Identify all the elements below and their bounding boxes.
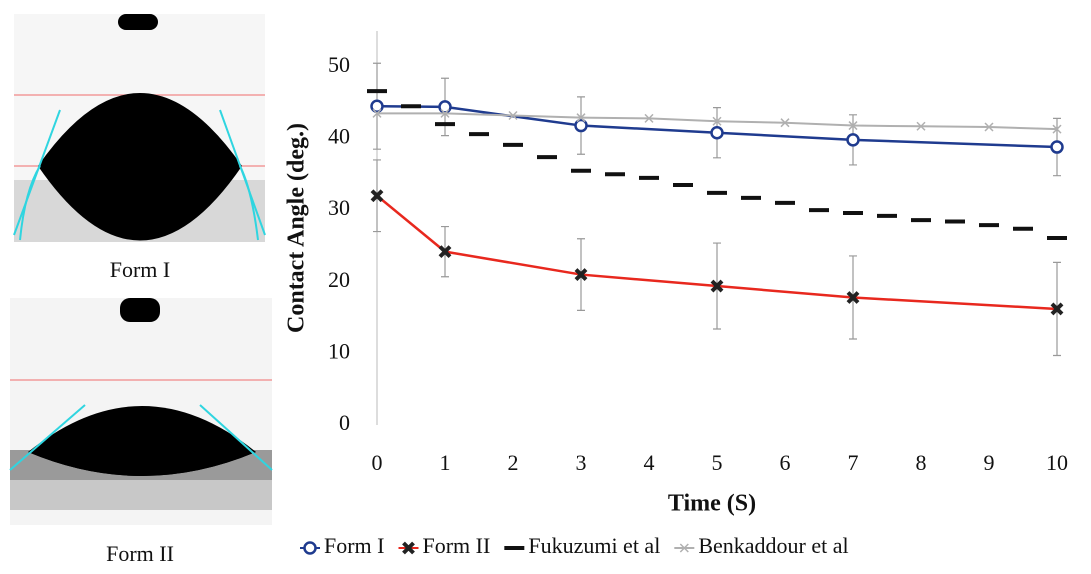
marker bbox=[846, 133, 860, 147]
marker bbox=[984, 122, 994, 132]
series-line bbox=[376, 194, 1058, 311]
marker bbox=[508, 111, 518, 121]
marker bbox=[576, 113, 586, 123]
caption: Form I bbox=[110, 257, 171, 282]
x-tick-label: 5 bbox=[712, 450, 723, 475]
marker bbox=[440, 108, 450, 118]
x-axis-label: Time (S) bbox=[668, 491, 756, 517]
legend-label: Fukuzumi et al bbox=[528, 533, 660, 558]
x-tick-label: 1 bbox=[440, 450, 451, 475]
marker bbox=[846, 291, 860, 304]
x-tick-label: 0 bbox=[372, 450, 383, 475]
x-tick-label: 10 bbox=[1046, 450, 1068, 475]
marker bbox=[1052, 124, 1062, 134]
marker bbox=[710, 125, 724, 140]
marker bbox=[438, 100, 452, 114]
marker bbox=[710, 279, 724, 293]
x-tick-label: 8 bbox=[916, 450, 927, 475]
marker bbox=[370, 189, 384, 203]
y-tick-label: 30 bbox=[328, 195, 350, 220]
marker bbox=[372, 108, 382, 118]
marker bbox=[574, 268, 588, 281]
marker bbox=[370, 99, 384, 113]
legend-marker bbox=[402, 541, 415, 555]
y-tick-label: 40 bbox=[328, 124, 350, 149]
marker bbox=[1050, 302, 1064, 316]
y-tick-label: 20 bbox=[328, 267, 350, 292]
x-tick-label: 3 bbox=[576, 450, 587, 475]
marker bbox=[574, 118, 588, 133]
droplet-image-2 bbox=[9, 298, 273, 525]
series-line bbox=[376, 104, 1058, 149]
legend-label: Benkaddour et al bbox=[698, 533, 848, 558]
x-tick-label: 7 bbox=[848, 450, 859, 475]
marker bbox=[712, 116, 722, 126]
legend-label: Form I bbox=[324, 533, 385, 558]
legend-marker bbox=[679, 543, 689, 553]
y-tick-label: 0 bbox=[339, 410, 350, 435]
x-tick-label: 4 bbox=[644, 450, 655, 475]
x-tick-label: 6 bbox=[780, 450, 791, 475]
x-tick-label: 2 bbox=[508, 450, 519, 475]
legend-marker bbox=[303, 541, 317, 555]
caption: Form II bbox=[106, 541, 174, 566]
marker bbox=[916, 121, 926, 131]
y-tick-label: 50 bbox=[328, 52, 350, 77]
y-axis-label: Contact Angle (deg.) bbox=[284, 123, 310, 333]
marker bbox=[1050, 140, 1064, 154]
marker bbox=[848, 121, 858, 131]
marker bbox=[780, 118, 790, 128]
marker bbox=[438, 245, 452, 259]
droplet-image-1 bbox=[13, 14, 266, 242]
legend-label: Form II bbox=[423, 533, 491, 558]
y-tick-label: 10 bbox=[328, 338, 350, 363]
marker bbox=[644, 113, 654, 123]
x-tick-label: 9 bbox=[984, 450, 995, 475]
